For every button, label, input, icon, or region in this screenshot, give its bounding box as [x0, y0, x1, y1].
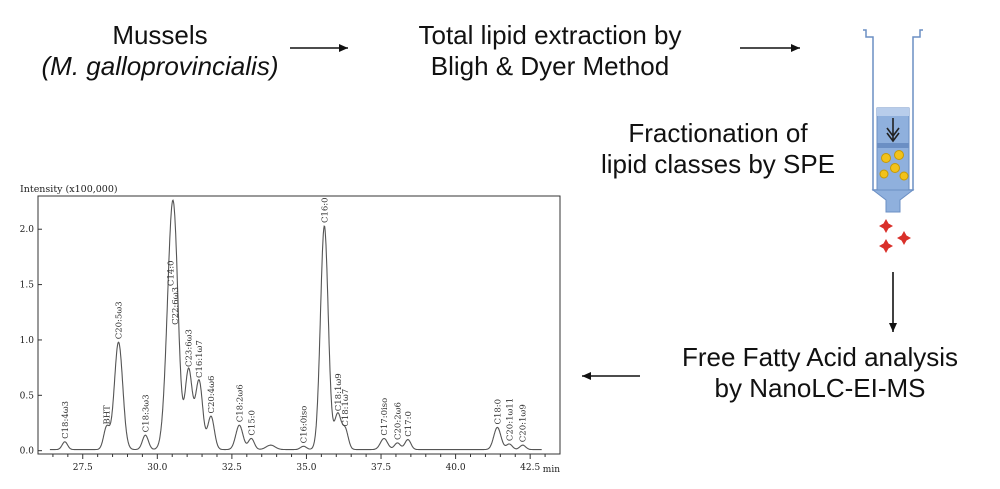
x-tick-label: 27.5: [73, 463, 93, 473]
x-tick-label: 32.5: [222, 463, 242, 473]
peak-label: C18:2ω6: [235, 384, 245, 422]
y-axis-label: Intensity (x100,000): [20, 184, 118, 195]
peak-label: C20:4ω6: [207, 376, 217, 414]
y-tick-label: 1.0: [20, 336, 35, 346]
peak-label: C16:0: [320, 197, 330, 223]
peak-label: BHT: [103, 405, 113, 425]
peak-label: C18:3ω3: [141, 394, 151, 432]
x-tick-label: 30.0: [147, 463, 167, 473]
x-axis-label: min: [543, 465, 560, 475]
peak-label: C16:0iso: [299, 406, 309, 444]
peak-label: C18:4ω3: [61, 401, 71, 439]
peak-label: C20:1ω11: [505, 398, 515, 441]
peak-label: C17:0: [404, 411, 414, 437]
peak-label: C20:2ω6: [393, 402, 403, 440]
y-tick-label: 0.5: [20, 391, 35, 401]
peak-label: C15:0: [247, 410, 257, 436]
peak-label: C20:1ω9: [519, 404, 529, 442]
x-tick-label: 35.0: [296, 463, 316, 473]
peak-label: C14:0: [167, 260, 177, 286]
y-tick-label: 1.5: [20, 281, 35, 291]
y-tick-label: 0.0: [20, 447, 35, 457]
x-tick-label: 42.5: [520, 463, 540, 473]
peak-label: C23:6ω3: [185, 329, 195, 367]
x-tick-label: 37.5: [371, 463, 391, 473]
peak-label: C17:0iso: [380, 398, 390, 436]
peak-label: C16:1ω7: [195, 340, 205, 378]
peak-label: C22:6ω3: [171, 287, 181, 325]
peak-label: C20:5ω3: [114, 301, 124, 339]
peak-label: C18:1ω7: [341, 389, 351, 427]
x-tick-label: 40.0: [446, 463, 466, 473]
peak-label: C18:0: [493, 399, 503, 425]
y-tick-label: 2.0: [20, 225, 35, 235]
